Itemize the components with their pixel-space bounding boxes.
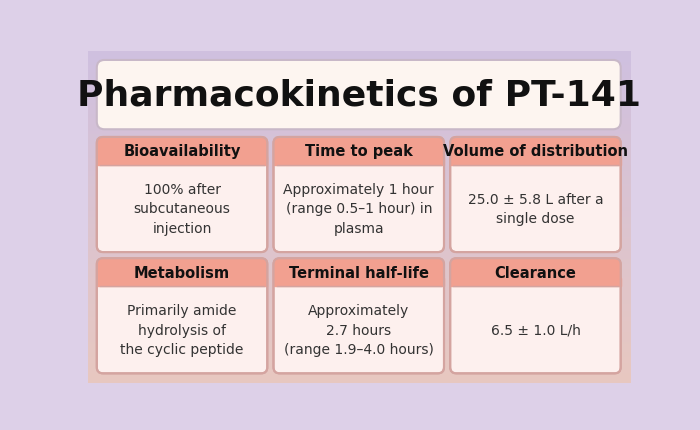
FancyBboxPatch shape xyxy=(97,138,267,252)
Text: 6.5 ± 1.0 L/h: 6.5 ± 1.0 L/h xyxy=(491,323,580,337)
FancyBboxPatch shape xyxy=(274,138,444,165)
Text: Metabolism: Metabolism xyxy=(134,265,230,280)
FancyBboxPatch shape xyxy=(450,258,621,374)
FancyBboxPatch shape xyxy=(450,258,621,286)
Text: 100% after
subcutaneous
injection: 100% after subcutaneous injection xyxy=(134,182,230,235)
Text: Time to peak: Time to peak xyxy=(304,144,413,159)
Text: Primarily amide
hydrolysis of
the cyclic peptide: Primarily amide hydrolysis of the cyclic… xyxy=(120,304,244,356)
Bar xyxy=(450,279,621,286)
Text: Bioavailability: Bioavailability xyxy=(123,144,241,159)
Bar xyxy=(274,279,444,286)
FancyBboxPatch shape xyxy=(97,258,267,286)
FancyBboxPatch shape xyxy=(274,138,444,252)
FancyBboxPatch shape xyxy=(97,258,267,374)
FancyBboxPatch shape xyxy=(450,138,621,252)
Text: Pharmacokinetics of PT-141: Pharmacokinetics of PT-141 xyxy=(77,78,640,112)
Text: Approximately 1 hour
(range 0.5–1 hour) in
plasma: Approximately 1 hour (range 0.5–1 hour) … xyxy=(284,182,434,235)
Bar xyxy=(97,279,267,286)
FancyBboxPatch shape xyxy=(450,138,621,165)
Text: 25.0 ± 5.8 L after a
single dose: 25.0 ± 5.8 L after a single dose xyxy=(468,192,603,226)
Text: Clearance: Clearance xyxy=(494,265,576,280)
Bar xyxy=(450,158,621,165)
FancyBboxPatch shape xyxy=(97,61,621,130)
Bar xyxy=(274,158,444,165)
FancyBboxPatch shape xyxy=(274,258,444,374)
Bar xyxy=(97,158,267,165)
Text: Terminal half-life: Terminal half-life xyxy=(288,265,428,280)
Text: Volume of distribution: Volume of distribution xyxy=(443,144,628,159)
Text: Approximately
2.7 hours
(range 1.9–4.0 hours): Approximately 2.7 hours (range 1.9–4.0 h… xyxy=(284,304,434,356)
FancyBboxPatch shape xyxy=(97,138,267,165)
FancyBboxPatch shape xyxy=(274,258,444,286)
